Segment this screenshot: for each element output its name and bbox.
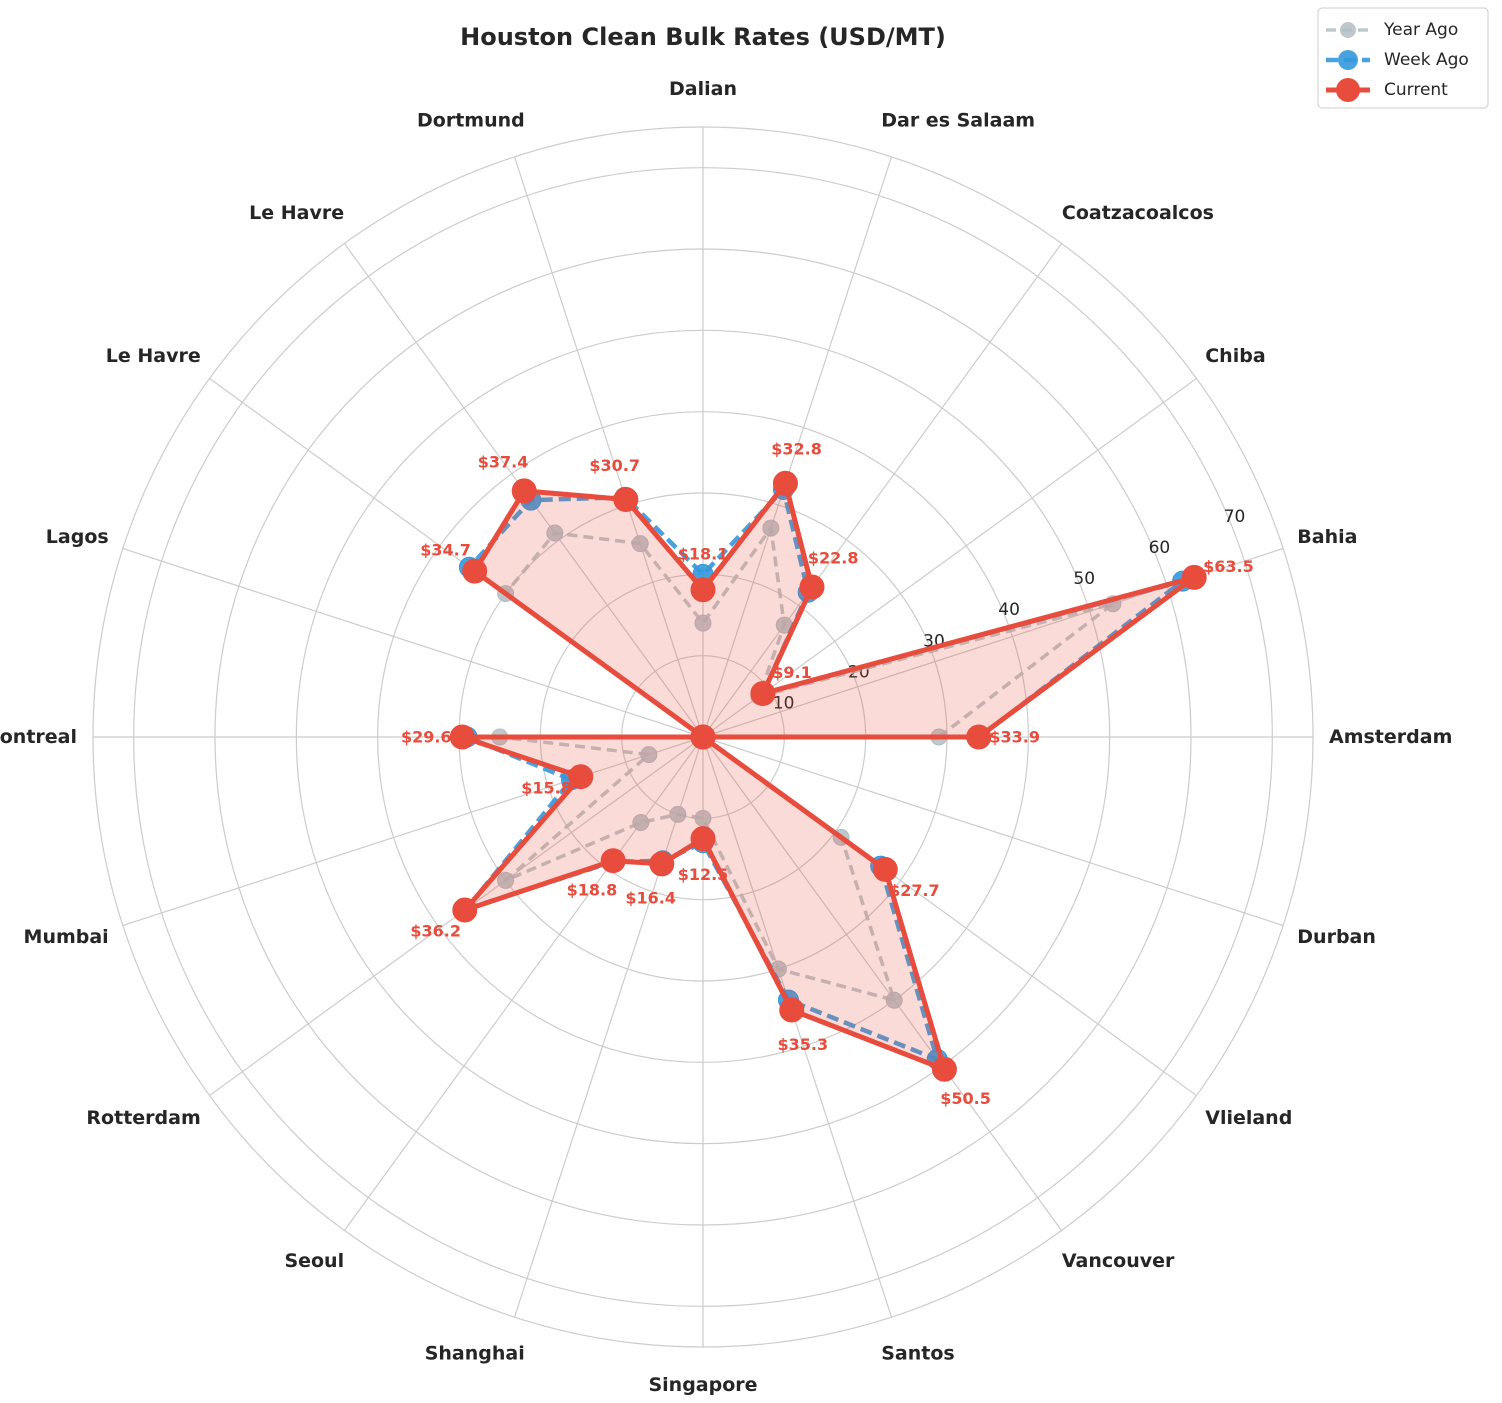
value-label: $50.5 — [940, 1089, 991, 1108]
series-point — [449, 724, 475, 750]
value-label: $9.1 — [772, 663, 811, 682]
category-label: Chiba — [1205, 345, 1265, 367]
category-label: Coatzacoalcos — [1062, 202, 1214, 224]
category-label: Le Havre — [249, 202, 344, 224]
labels-layer: $33.9 $63.5 $9.1 $22.8 $32.8 $18.1 $30.7 $37.4 $… — [401, 440, 1254, 1108]
series-point — [750, 680, 776, 706]
radial-tick-label: 10 — [773, 694, 795, 714]
value-label: $29.6 — [401, 728, 452, 747]
radial-tick-label: 40 — [998, 600, 1020, 620]
series-point — [511, 478, 537, 504]
legend-entry: Year Ago — [1383, 20, 1458, 40]
category-label: Rotterdam — [86, 1107, 200, 1129]
radial-tick-label: 50 — [1073, 569, 1095, 589]
value-label: $15.8 — [521, 778, 572, 797]
category-label: Dalian — [669, 78, 737, 100]
grid-spoke — [702, 736, 893, 1318]
series-point — [497, 871, 515, 889]
grid-spoke — [702, 243, 1063, 738]
series-point — [546, 524, 564, 542]
value-label: $27.7 — [889, 881, 940, 900]
value-label: $35.3 — [778, 1035, 829, 1054]
series-point — [885, 991, 903, 1009]
series-point — [772, 470, 798, 496]
series-point — [631, 535, 649, 553]
category-label: Lagos — [46, 526, 109, 548]
legend-marker — [1340, 22, 1356, 38]
series-point — [690, 826, 716, 852]
series-point — [1181, 564, 1207, 590]
category-label: Vlieland — [1205, 1107, 1292, 1129]
legend-marker — [1338, 50, 1358, 70]
category-label: Mumbai — [24, 926, 109, 948]
value-label: $22.8 — [808, 548, 859, 567]
category-label: Singapore — [648, 1374, 757, 1396]
grid-spoke — [513, 736, 704, 1318]
series-point — [779, 997, 805, 1023]
series-point — [690, 724, 716, 750]
grid-spoke — [513, 156, 704, 738]
radial-tick-label: 70 — [1224, 507, 1246, 527]
value-label: $30.7 — [589, 456, 640, 475]
series-point — [613, 487, 639, 513]
category-label: Amsterdam — [1329, 726, 1452, 748]
category-label: Dortmund — [417, 110, 525, 132]
category-label: Le Havre — [106, 345, 201, 367]
chart-title: Houston Clean Bulk Rates (USD/MT) — [460, 23, 946, 51]
value-label: $32.8 — [771, 440, 822, 459]
legend: Year Ago Week Ago Current — [1317, 7, 1489, 109]
value-label: $63.5 — [1203, 557, 1254, 576]
legend-entry: Week Ago — [1384, 50, 1469, 70]
series-layer — [449, 470, 1207, 1082]
series-point — [568, 764, 594, 790]
series-point — [462, 558, 488, 584]
category-label: Seoul — [284, 1250, 344, 1272]
grid-spoke — [122, 547, 704, 738]
series-point — [600, 848, 626, 874]
category-label: Durban — [1297, 926, 1376, 948]
series-point — [690, 577, 716, 603]
value-label: $37.4 — [478, 452, 529, 471]
legend-box — [1317, 7, 1489, 109]
series-point — [649, 851, 675, 877]
grid-spoke — [702, 377, 1197, 738]
value-label: $18.1 — [678, 544, 729, 563]
series-point — [872, 856, 898, 882]
grid-spoke — [702, 156, 893, 738]
grid-spoke — [702, 736, 1063, 1231]
series-point — [640, 746, 658, 764]
value-label: $34.7 — [420, 540, 471, 559]
series-point — [762, 519, 780, 537]
category-label: Montreal — [0, 726, 77, 748]
category-label: Shanghai — [425, 1342, 525, 1364]
grid-spoke — [702, 736, 1284, 927]
series-point — [966, 724, 992, 750]
series-current — [449, 470, 1207, 1082]
category-label: Dar es Salaam — [881, 110, 1035, 132]
series-point — [632, 814, 650, 832]
value-label: $18.8 — [567, 880, 618, 899]
series-point — [931, 1056, 957, 1082]
series-point — [669, 805, 687, 823]
radial-tick-label: 60 — [1149, 538, 1171, 558]
series-area-current — [462, 483, 1195, 1070]
value-label: $36.2 — [410, 922, 461, 941]
category-label: Santos — [881, 1342, 954, 1364]
grid-spoke — [122, 736, 704, 927]
legend-marker — [1336, 78, 1360, 102]
category-label: Bahia — [1297, 526, 1357, 548]
value-label: $16.4 — [625, 889, 676, 908]
legend-entry: Current — [1384, 80, 1448, 100]
series-point — [799, 574, 825, 600]
category-label: Vancouver — [1062, 1250, 1175, 1272]
series-point — [452, 897, 478, 923]
value-label: $33.9 — [989, 728, 1040, 747]
series-point — [694, 614, 712, 632]
value-label: $12.5 — [678, 865, 729, 884]
